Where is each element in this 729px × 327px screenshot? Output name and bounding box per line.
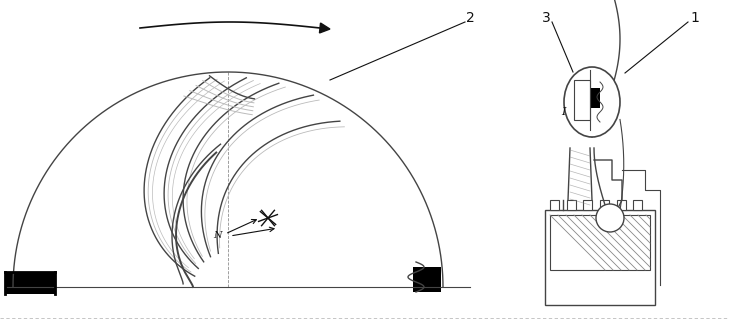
- Text: N: N: [213, 231, 221, 240]
- Polygon shape: [319, 23, 330, 33]
- Bar: [600, 200, 609, 210]
- Ellipse shape: [564, 67, 620, 137]
- Bar: [545, 210, 655, 305]
- Circle shape: [596, 204, 624, 232]
- Bar: [590, 88, 600, 108]
- Bar: [566, 200, 576, 210]
- Bar: [550, 215, 650, 270]
- Bar: [583, 200, 593, 210]
- Text: 2: 2: [466, 11, 475, 25]
- Bar: [634, 200, 642, 210]
- Bar: [617, 200, 625, 210]
- Text: 1: 1: [690, 11, 699, 25]
- Bar: [413, 267, 441, 292]
- Bar: [550, 200, 559, 210]
- Bar: [574, 80, 590, 120]
- Text: 3: 3: [542, 11, 550, 25]
- Text: I: I: [561, 107, 565, 117]
- Bar: [5, 272, 55, 294]
